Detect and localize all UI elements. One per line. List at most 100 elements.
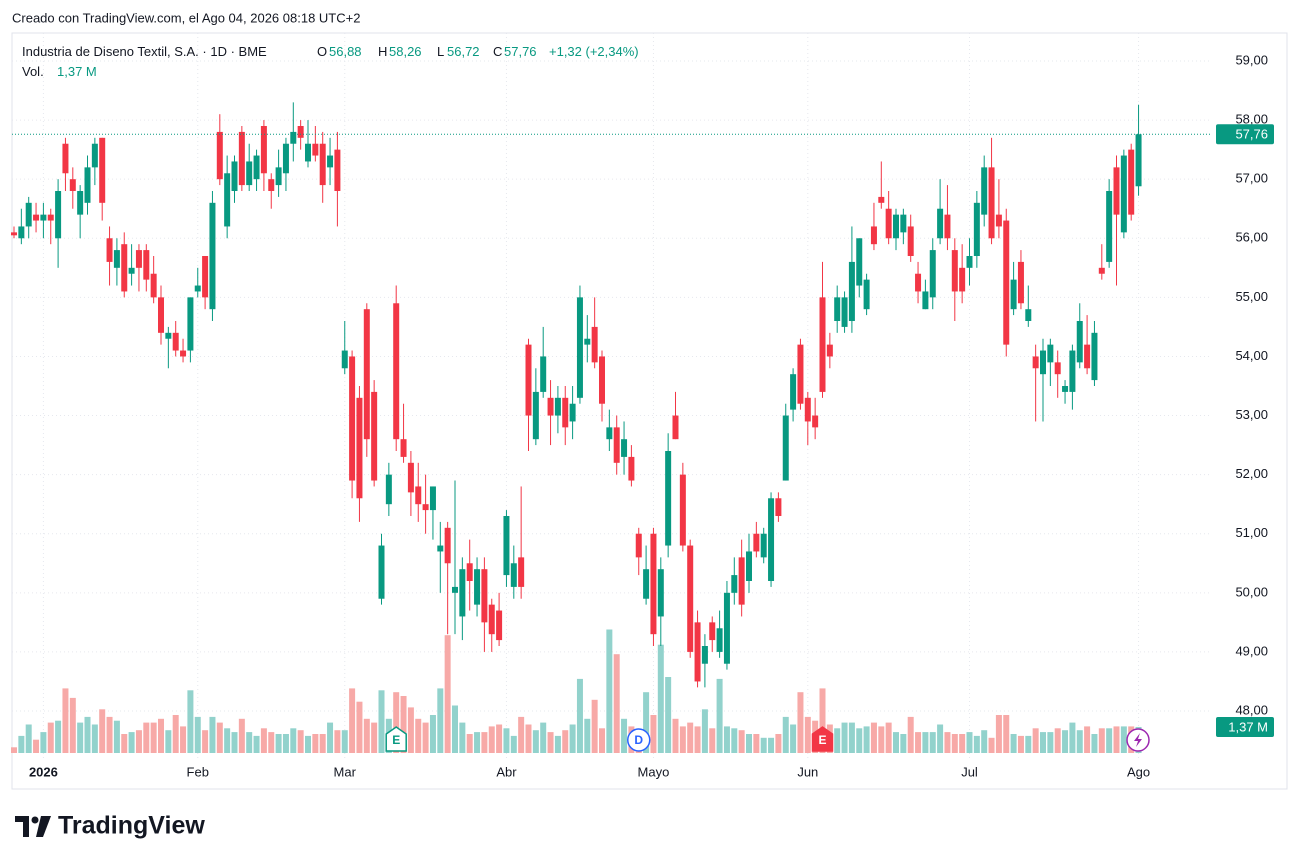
created-note: Creado con TradingView.com, el Ago 04, 2… — [12, 10, 360, 25]
volume-bar — [113, 720, 120, 753]
volume-bar — [782, 716, 789, 753]
volume-bar — [665, 677, 672, 753]
volume-bar — [55, 720, 62, 753]
legend-value: 58,26 — [389, 44, 422, 59]
candle-body — [746, 551, 752, 581]
volume-bar — [429, 715, 436, 753]
candle-body — [621, 439, 628, 457]
x-tick-label: Feb — [187, 764, 209, 779]
volume-bar — [797, 692, 804, 753]
volume-bar — [672, 718, 679, 753]
candle-body — [224, 173, 231, 227]
volume-bar — [437, 688, 444, 753]
volume-bar — [650, 715, 657, 753]
volume-bar — [547, 732, 554, 753]
candle-body — [47, 214, 54, 221]
x-tick-label: Ago — [1127, 764, 1150, 779]
volume-bar — [69, 697, 76, 753]
candle-body — [121, 244, 128, 292]
candle-body — [804, 397, 811, 422]
candle-body — [158, 297, 164, 333]
volume-bar — [613, 654, 620, 753]
volume-bar — [231, 732, 238, 753]
candle-body — [576, 297, 583, 398]
volume-legend: Vol. 1,37 M — [22, 64, 97, 79]
candle-body — [1047, 344, 1054, 363]
legend-row: Industria de Diseno Textil, S.A. · 1D · … — [22, 44, 639, 59]
event-marker — [627, 728, 651, 752]
legend-key: L — [437, 44, 444, 59]
legend-change: +1,32 (+2,34%) — [549, 44, 639, 59]
volume-bar — [62, 688, 69, 753]
candle-body — [113, 250, 120, 268]
candle-body — [474, 569, 481, 605]
volume-bar — [937, 724, 944, 753]
candle-body — [562, 397, 569, 428]
candle-body — [1091, 332, 1098, 381]
volume-bar — [576, 678, 583, 753]
candle-body — [327, 155, 334, 168]
y-tick-label: 52,00 — [1235, 466, 1268, 481]
volume-bar — [422, 722, 429, 753]
volume-bar — [973, 735, 980, 753]
volume-bar — [143, 722, 150, 753]
candle-body — [709, 622, 716, 641]
candle-body — [870, 226, 877, 245]
volume-bar — [540, 722, 547, 753]
candle-body — [863, 279, 870, 310]
y-tick-label: 56,00 — [1235, 230, 1268, 245]
candle-body — [1025, 309, 1032, 321]
candle-body — [554, 397, 561, 416]
candle-body — [1084, 344, 1091, 369]
volume-bar — [194, 716, 201, 753]
volume-bar — [393, 692, 400, 753]
volume-bar — [349, 688, 356, 753]
candle-body — [1113, 167, 1120, 215]
event-label: E — [818, 733, 826, 747]
volume-bar — [238, 718, 245, 753]
volume-bar — [878, 726, 885, 753]
y-tick-label: 59,00 — [1235, 52, 1268, 67]
candle-body — [77, 191, 84, 215]
volume-bar — [1003, 715, 1010, 753]
volume-bar — [209, 716, 216, 753]
candle-body — [1062, 386, 1069, 392]
legend-key: Vol. — [22, 64, 44, 79]
candle-body — [253, 155, 260, 180]
candle-body — [268, 179, 275, 191]
candle-body — [907, 226, 914, 256]
candle-body — [995, 214, 1002, 227]
candle-body — [606, 427, 613, 440]
volume-bar — [312, 734, 319, 753]
volume-bar — [709, 728, 716, 753]
candle-body — [25, 202, 32, 227]
event-marker — [811, 726, 834, 752]
candle-body — [775, 498, 782, 516]
volume-bar — [981, 730, 988, 753]
y-tick-label: 55,00 — [1235, 289, 1268, 304]
volume-bar — [47, 722, 54, 753]
volume-bar — [158, 718, 164, 753]
candle-body — [679, 474, 686, 546]
candle-body — [1098, 267, 1105, 274]
candle-body — [312, 143, 319, 156]
event-label: E — [392, 733, 400, 747]
volume-bar — [356, 701, 363, 753]
candle-body — [216, 131, 223, 180]
candle-body — [753, 533, 760, 552]
candle-body — [1054, 362, 1061, 375]
candle-body — [437, 545, 444, 552]
legend-value: 56,88 — [329, 44, 362, 59]
volume-bar — [1047, 732, 1054, 753]
x-tick-label: 2026 — [29, 764, 58, 779]
volume-bar — [363, 718, 370, 753]
candle-body — [422, 504, 429, 511]
volume-bar — [848, 722, 855, 753]
volume-bar — [746, 734, 752, 753]
candle-body — [496, 610, 503, 641]
candle-body — [371, 391, 378, 481]
x-tick-label: Jun — [797, 764, 818, 779]
volume-bar — [503, 728, 510, 753]
volume-bar — [532, 730, 539, 753]
volume-bar — [327, 722, 334, 753]
